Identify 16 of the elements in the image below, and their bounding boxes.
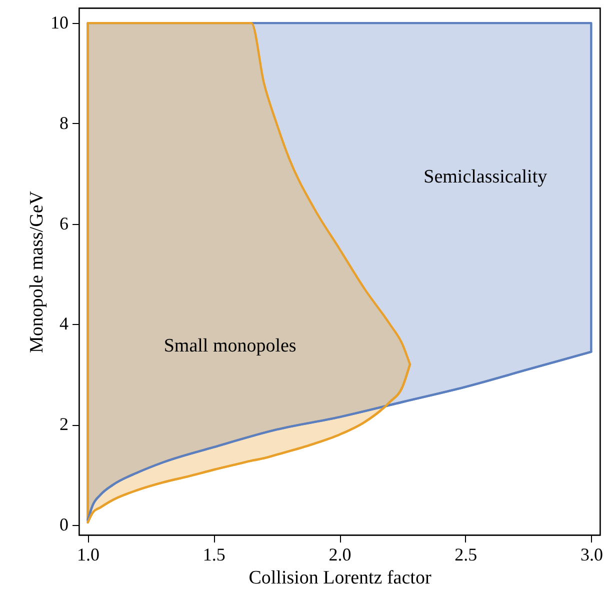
y-tick-label: 2: [60, 414, 68, 434]
x-tick-label: 1.0: [77, 544, 100, 564]
x-tick-label: 2.5: [454, 544, 478, 564]
y-tick-label: 8: [60, 112, 68, 133]
annotation: Semiclassicality: [424, 166, 548, 188]
y-axis-title: Monopole mass/GeV: [26, 190, 48, 354]
x-tick-label: 2.0: [328, 544, 352, 564]
y-tick-label: 10: [50, 12, 68, 33]
annotation: Small monopoles: [164, 335, 296, 356]
x-tick-label: 3.0: [580, 544, 603, 564]
line-series: [86, 363, 412, 524]
y-tick-label: 0: [60, 514, 68, 534]
y-tick-label: 6: [60, 213, 68, 234]
y-tick-label: 4: [60, 314, 68, 334]
x-axis-title: Collision Lorentz factor: [248, 568, 432, 588]
x-tick-label: 1.5: [202, 544, 226, 564]
